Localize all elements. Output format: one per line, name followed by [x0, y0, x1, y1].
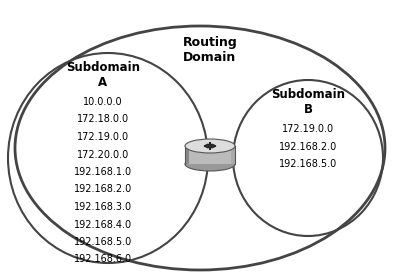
Text: 192.168.2.0: 192.168.2.0 — [74, 184, 132, 194]
Ellipse shape — [185, 139, 235, 153]
Text: Subdomain
B: Subdomain B — [271, 88, 345, 116]
Polygon shape — [185, 146, 189, 164]
Text: 172.20.0.0: 172.20.0.0 — [77, 150, 129, 160]
Text: 172.18.0.0: 172.18.0.0 — [77, 114, 129, 124]
Text: 172.19.0.0: 172.19.0.0 — [282, 124, 334, 134]
Text: 172.19.0.0: 172.19.0.0 — [77, 132, 129, 142]
Text: 192.168.3.0: 192.168.3.0 — [74, 202, 132, 212]
Ellipse shape — [208, 145, 212, 147]
Ellipse shape — [185, 157, 235, 171]
Text: 192.168.5.0: 192.168.5.0 — [74, 237, 132, 247]
Text: 192.168.4.0: 192.168.4.0 — [74, 220, 132, 230]
Text: 10.0.0.0: 10.0.0.0 — [83, 97, 123, 107]
Polygon shape — [185, 146, 235, 164]
Text: 192.168.1.0: 192.168.1.0 — [74, 167, 132, 177]
Text: Routing
Domain: Routing Domain — [183, 36, 237, 64]
Text: 192.168.6.0: 192.168.6.0 — [74, 254, 132, 264]
Polygon shape — [231, 146, 235, 164]
Text: Subdomain
A: Subdomain A — [66, 61, 140, 89]
Text: 192.168.2.0: 192.168.2.0 — [279, 141, 337, 151]
Text: 192.168.5.0: 192.168.5.0 — [279, 159, 337, 169]
